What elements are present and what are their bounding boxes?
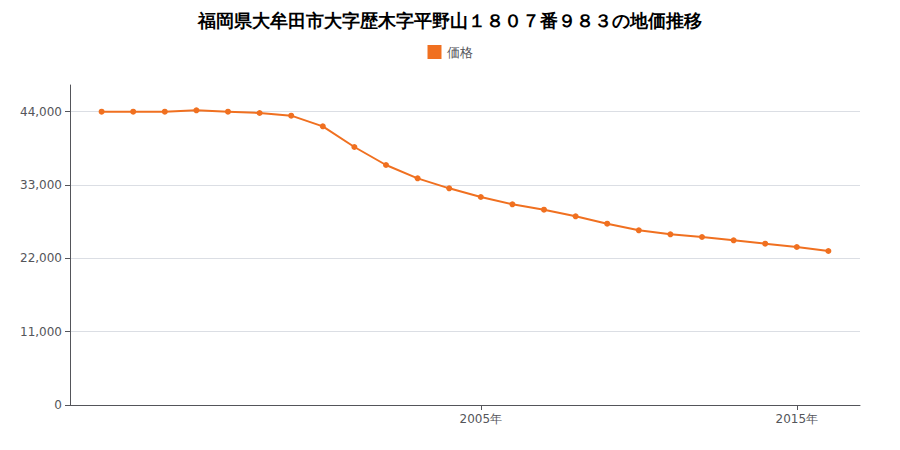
svg-text:0: 0 <box>54 398 62 412</box>
svg-text:福岡県大牟田市大字歴木字平野山１８０７番９８３の地価推移: 福岡県大牟田市大字歴木字平野山１８０７番９８３の地価推移 <box>197 10 702 31</box>
svg-text:22,000: 22,000 <box>20 251 62 265</box>
svg-text:2015年: 2015年 <box>776 412 819 426</box>
svg-text:価格: 価格 <box>447 45 473 60</box>
svg-text:33,000: 33,000 <box>20 178 62 192</box>
svg-text:2005年: 2005年 <box>460 412 503 426</box>
svg-text:44,000: 44,000 <box>20 105 62 119</box>
svg-text:11,000: 11,000 <box>20 325 62 339</box>
